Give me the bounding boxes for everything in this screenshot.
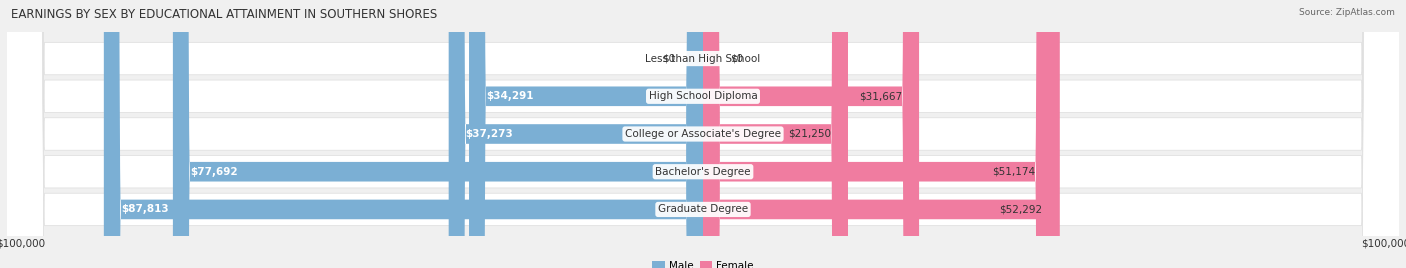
Text: Source: ZipAtlas.com: Source: ZipAtlas.com	[1299, 8, 1395, 17]
Text: $34,291: $34,291	[486, 91, 534, 101]
Text: $0: $0	[662, 54, 676, 64]
Text: College or Associate's Degree: College or Associate's Degree	[626, 129, 780, 139]
FancyBboxPatch shape	[173, 0, 703, 268]
Legend: Male, Female: Male, Female	[648, 257, 758, 268]
FancyBboxPatch shape	[470, 0, 703, 268]
FancyBboxPatch shape	[703, 0, 848, 268]
Text: Graduate Degree: Graduate Degree	[658, 204, 748, 214]
Text: $51,174: $51,174	[993, 167, 1035, 177]
Text: EARNINGS BY SEX BY EDUCATIONAL ATTAINMENT IN SOUTHERN SHORES: EARNINGS BY SEX BY EDUCATIONAL ATTAINMEN…	[11, 8, 437, 21]
FancyBboxPatch shape	[4, 0, 1402, 268]
FancyBboxPatch shape	[4, 0, 1402, 268]
Text: $77,692: $77,692	[190, 167, 238, 177]
Text: $52,292: $52,292	[1000, 204, 1043, 214]
Text: Less than High School: Less than High School	[645, 54, 761, 64]
Text: $21,250: $21,250	[787, 129, 831, 139]
Text: High School Diploma: High School Diploma	[648, 91, 758, 101]
FancyBboxPatch shape	[4, 0, 1402, 268]
FancyBboxPatch shape	[4, 0, 1402, 268]
FancyBboxPatch shape	[703, 0, 1052, 268]
FancyBboxPatch shape	[104, 0, 703, 268]
Text: Bachelor's Degree: Bachelor's Degree	[655, 167, 751, 177]
Text: $87,813: $87,813	[121, 204, 169, 214]
Text: $37,273: $37,273	[465, 129, 513, 139]
FancyBboxPatch shape	[703, 0, 920, 268]
Text: $31,667: $31,667	[859, 91, 903, 101]
FancyBboxPatch shape	[703, 0, 1060, 268]
Text: $0: $0	[730, 54, 744, 64]
FancyBboxPatch shape	[4, 0, 1402, 268]
FancyBboxPatch shape	[449, 0, 703, 268]
